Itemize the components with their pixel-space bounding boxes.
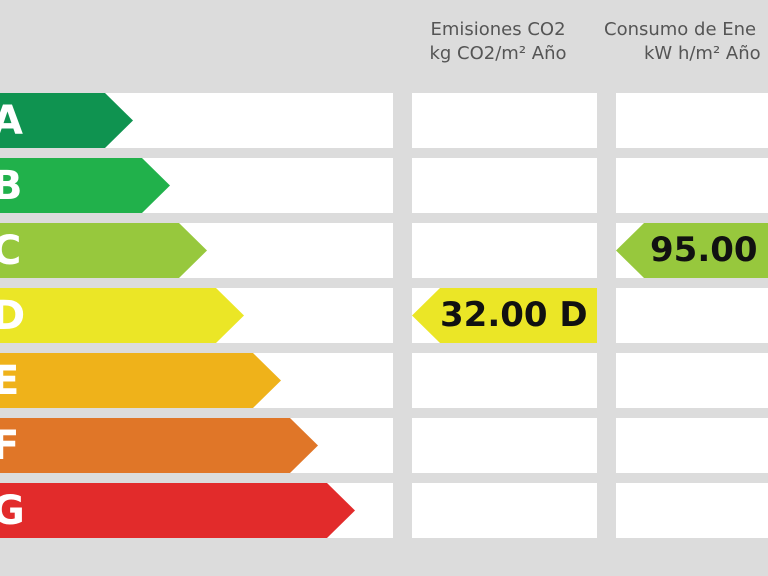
emissions-header-line2: kg CO2/m² Año xyxy=(429,43,567,64)
grade-letter-a: A xyxy=(0,98,23,144)
grade-bar-d: D xyxy=(0,288,244,343)
consumption-header-line2: kW h/m² Año xyxy=(644,43,761,64)
grade-bar-f: F xyxy=(0,418,318,473)
emissions-cell-g xyxy=(412,483,597,538)
consumption-header: Consumo de Ene kW h/m² Año xyxy=(604,18,768,66)
consumption-value: 95.00 C xyxy=(650,230,768,270)
grade-letter-c: C xyxy=(0,228,22,274)
grade-letter-g: G xyxy=(0,488,25,534)
emissions-header: Emisiones CO2 kg CO2/m² Año xyxy=(408,18,588,66)
emissions-header-line1: Emisiones CO2 xyxy=(430,19,566,40)
emissions-cell-e xyxy=(412,353,597,408)
emissions-value: 32.00 D xyxy=(440,295,588,335)
grade-letter-f: F xyxy=(0,423,20,469)
emissions-cell-f xyxy=(412,418,597,473)
emissions-cell-b xyxy=(412,158,597,213)
grade-letter-b: B xyxy=(0,163,23,209)
grade-bar-b: B xyxy=(0,158,170,213)
grade-row-a: A xyxy=(0,93,393,148)
consumption-cell-e xyxy=(616,353,768,408)
grade-row-g: G xyxy=(0,483,393,538)
grade-bar-a: A xyxy=(0,93,133,148)
emissions-cell-d: 32.00 D xyxy=(412,288,597,343)
grade-row-d: D xyxy=(0,288,393,343)
consumption-cell-c: 95.00 C xyxy=(616,223,768,278)
emissions-marker: 32.00 D xyxy=(412,288,597,343)
consumption-cell-g xyxy=(616,483,768,538)
grade-bar-e: E xyxy=(0,353,281,408)
grade-row-e: E xyxy=(0,353,393,408)
grade-letter-d: D xyxy=(0,293,26,339)
emissions-cell-c xyxy=(412,223,597,278)
consumption-cell-d xyxy=(616,288,768,343)
consumption-cell-b xyxy=(616,158,768,213)
grade-row-c: C xyxy=(0,223,393,278)
consumption-cell-a xyxy=(616,93,768,148)
grade-letter-e: E xyxy=(0,358,20,404)
consumption-cell-f xyxy=(616,418,768,473)
grade-row-b: B xyxy=(0,158,393,213)
emissions-cell-a xyxy=(412,93,597,148)
grade-bar-c: C xyxy=(0,223,207,278)
grade-row-f: F xyxy=(0,418,393,473)
consumption-header-line1: Consumo de Ene xyxy=(604,19,757,40)
consumption-marker: 95.00 C xyxy=(616,223,768,278)
grade-bar-g: G xyxy=(0,483,355,538)
